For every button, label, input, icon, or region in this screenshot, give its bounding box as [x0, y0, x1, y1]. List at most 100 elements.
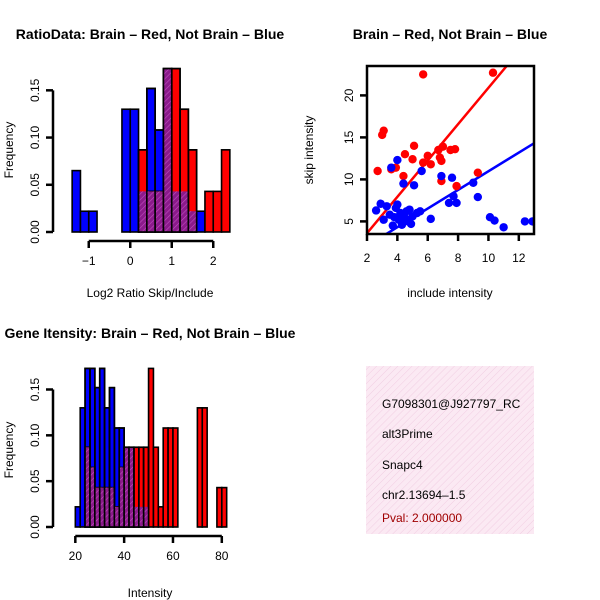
y-tick-label: 0.05	[28, 173, 42, 197]
scatter-xlabel: include intensity	[407, 286, 492, 300]
gene-name: Snapc4	[382, 458, 423, 472]
y-tick-label: 15	[342, 130, 356, 144]
not-brain-point	[426, 214, 435, 224]
y-tick-label: 0.00	[28, 220, 42, 244]
brain-point	[437, 156, 446, 166]
x-tick-label: 40	[117, 549, 131, 563]
y-tick-label: 0.15	[28, 377, 42, 401]
x-tick-label: 20	[69, 549, 83, 563]
not-brain-bar	[79, 210, 90, 233]
overlap-hatch	[124, 447, 130, 527]
brain-bar	[220, 149, 231, 233]
scatter-title: Brain – Red, Not Brain – Blue	[353, 26, 548, 42]
overlap-hatch	[188, 211, 197, 232]
not-brain-point	[415, 207, 425, 216]
not-brain-point	[379, 215, 388, 224]
genomic-location: chr2.13694–1.5	[382, 488, 466, 502]
brain-bar	[201, 407, 208, 528]
overlap-hatch	[155, 191, 164, 232]
intensity-xlabel: Intensity	[128, 586, 173, 600]
brain-point	[399, 171, 408, 181]
overlap-outline	[142, 446, 150, 528]
x-tick-label: 4	[394, 251, 401, 265]
brain-point	[473, 168, 483, 177]
overlap-hatch	[94, 487, 100, 527]
overlap-hatch	[180, 191, 189, 232]
x-tick-label: 12	[512, 251, 526, 265]
not-brain-point	[520, 217, 530, 226]
not-brain-point	[447, 173, 457, 182]
not-brain-point	[449, 192, 458, 201]
y-tick-label: 0.05	[28, 469, 42, 493]
scatter-plot: Brain – Red, Not Brain – Blue 2 4 6 8 10 12 5 1…	[302, 26, 547, 300]
overlap-hatch	[138, 191, 147, 232]
brain-point	[418, 158, 428, 167]
y-tick-label: 10	[342, 172, 356, 186]
overlap-hatch	[171, 191, 181, 232]
brain-bar	[204, 190, 215, 233]
not-brain-point	[409, 181, 419, 190]
info-panel-background	[366, 366, 534, 534]
not-brain-bar	[87, 210, 98, 233]
brain-point	[488, 68, 498, 77]
intensity-ylabel: Frequency	[2, 422, 16, 479]
intensity-histogram: Gene Itensity: Brain – Red, Not Brain – …	[2, 325, 296, 600]
event-type: alt3Prime	[382, 427, 433, 441]
not-brain-point	[469, 178, 478, 187]
overlap-hatch	[143, 506, 149, 527]
brain-point	[373, 166, 382, 176]
overlap-hatch	[129, 447, 134, 527]
x-tick-label: 1	[168, 254, 175, 268]
not-brain-point	[382, 202, 391, 211]
x-tick-label: 2	[364, 251, 371, 265]
info-panel: G7098301@J927797_RC alt3Prime Snapc4 chr…	[366, 366, 534, 534]
not-brain-bar	[121, 108, 132, 233]
not-brain-point	[405, 205, 414, 214]
probe-id: G7098301@J927797_RC	[382, 397, 521, 411]
brain-bar	[152, 446, 160, 528]
brain-bar	[212, 190, 223, 233]
y-tick-label: 0.10	[28, 126, 42, 150]
not-brain-point	[371, 206, 381, 215]
x-tick-label: 0	[127, 254, 134, 268]
y-tick-label: 0.00	[28, 515, 42, 539]
ratio-title: RatioData: Brain – Red, Not Brain – Blue	[16, 26, 285, 42]
brain-bar	[172, 427, 179, 528]
ratio-xlabel: Log2 Ratio Skip/Include	[87, 286, 214, 300]
not-brain-point	[473, 192, 483, 202]
brain-point	[379, 126, 388, 135]
x-tick-label: 6	[424, 251, 431, 265]
overlap-hatch	[89, 467, 95, 527]
brain-point	[450, 144, 460, 154]
not-brain-bar	[71, 169, 82, 233]
ratio-histogram: RatioData: Brain – Red, Not Brain – Blue…	[2, 26, 284, 300]
x-tick-label: 60	[166, 549, 180, 563]
intensity-title: Gene Itensity: Brain – Red, Not Brain – …	[5, 325, 296, 341]
scatter-ylabel: skip intensity	[302, 116, 316, 185]
y-tick-label: 0.15	[28, 78, 42, 102]
x-tick-label: 10	[482, 251, 496, 265]
not-brain-point	[393, 200, 402, 209]
overlap-hatch	[163, 68, 172, 232]
brain-point	[409, 141, 419, 150]
brain-point	[426, 160, 435, 169]
not-brain-point	[444, 198, 454, 208]
brain-point	[400, 150, 410, 159]
overlap-hatch	[146, 191, 156, 232]
x-tick-label: 8	[455, 251, 462, 265]
overlap-hatch	[138, 506, 144, 527]
overlap-hatch	[109, 487, 115, 527]
overlap-hatch	[114, 506, 120, 527]
not-brain-point	[399, 179, 408, 188]
not-brain-point	[490, 216, 499, 225]
not-brain-point	[388, 221, 398, 230]
x-tick-label: 80	[215, 549, 229, 563]
x-tick-label: −1	[82, 254, 96, 268]
brain-point	[408, 155, 417, 164]
x-tick-label: 2	[210, 254, 217, 268]
overlap-hatch	[133, 506, 139, 527]
overlap-outline	[187, 149, 198, 233]
y-tick-label: 0.10	[28, 423, 42, 447]
brain-bar	[220, 486, 228, 528]
